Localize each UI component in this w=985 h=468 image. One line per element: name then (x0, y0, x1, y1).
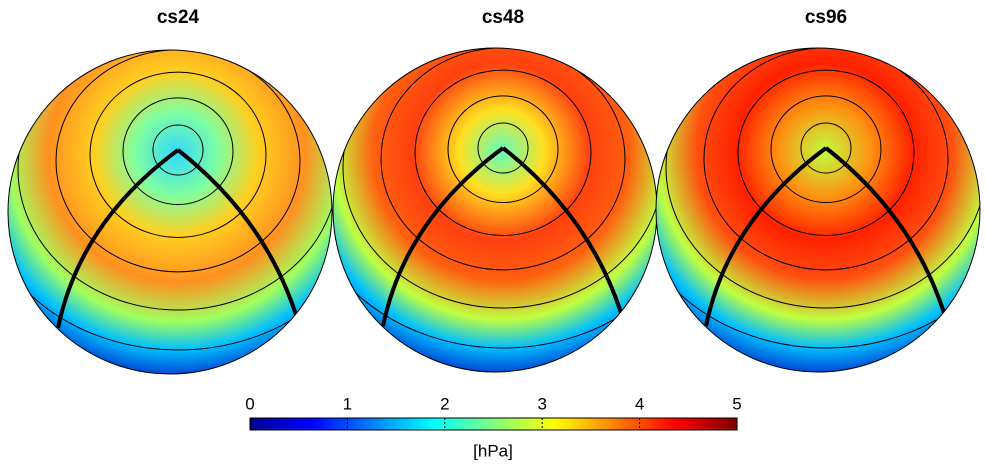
colorbar-tick-label: 5 (732, 394, 741, 413)
latitude-circle (8, 50, 332, 351)
latitude-circle (17, 50, 332, 311)
sphere-fill (333, 48, 657, 372)
panel-title: cs24 (157, 7, 200, 28)
latitude-circle (447, 95, 559, 204)
colorbar-tick-label: 0 (245, 394, 254, 413)
meridian (176, 148, 302, 329)
meridian (56, 148, 180, 329)
panel-title: cs48 (482, 7, 524, 28)
panel-title: cs96 (805, 7, 847, 28)
colorbar-axis: 0 1 2 3 4 5 (245, 394, 742, 430)
latitude-circle (89, 71, 267, 239)
latitude-circle (414, 69, 592, 237)
graticule (656, 48, 980, 372)
latitude-circle (800, 122, 852, 174)
meridian (381, 146, 505, 327)
latitude-circle (477, 122, 529, 174)
latitude-circle (656, 48, 980, 349)
sphere-outline (655, 47, 981, 373)
panels (7, 47, 981, 375)
latitude-circle (342, 48, 657, 309)
sphere-fill (656, 48, 980, 372)
latitude-circle (55, 50, 301, 273)
colorbar-label: [hPa] (473, 441, 513, 460)
latitude-circle (737, 69, 915, 237)
colorbar-tick-label: 2 (440, 394, 449, 413)
graticule (8, 50, 332, 374)
sphere (332, 47, 658, 373)
latitude-circle (380, 48, 626, 271)
meridian (704, 146, 828, 327)
latitude-circle (152, 124, 204, 176)
sphere-fill (8, 50, 332, 374)
colorbar-tick-label: 3 (537, 394, 546, 413)
latitude-circle (333, 48, 657, 349)
colorbar (249, 417, 738, 431)
sphere-outline (7, 49, 333, 375)
meridian (501, 146, 627, 327)
latitude-circle (665, 48, 980, 309)
sphere (7, 49, 333, 375)
colorbar-tick-label: 1 (343, 394, 352, 413)
latitude-circle (770, 95, 882, 204)
colorbar-tick-label: 4 (635, 394, 644, 413)
meridian (824, 146, 950, 327)
sphere (655, 47, 981, 373)
latitude-circle (122, 97, 234, 206)
latitude-circle (703, 48, 949, 271)
graticule (333, 48, 657, 372)
